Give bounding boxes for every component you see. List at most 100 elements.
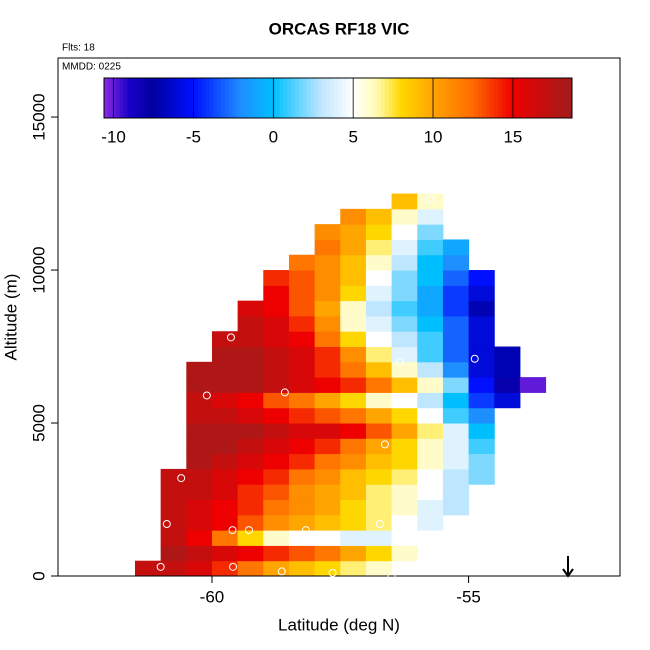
colorbar-swatch <box>232 78 238 118</box>
colorbar-swatch <box>568 78 573 118</box>
cell <box>160 468 187 485</box>
cell <box>391 315 418 332</box>
colorbar-swatch <box>431 78 436 118</box>
colorbar-swatch <box>380 78 386 118</box>
cell <box>391 254 418 271</box>
flight-point <box>244 526 253 535</box>
cell <box>494 377 521 393</box>
cell <box>314 300 341 317</box>
cell <box>288 300 316 317</box>
colorbar-frame <box>103 77 573 119</box>
cell <box>365 239 393 256</box>
colorbar-swatch <box>525 78 530 118</box>
arrow <box>562 556 574 578</box>
colorbar-swatch <box>104 78 109 118</box>
cell <box>211 453 239 470</box>
cell <box>314 224 341 240</box>
cell <box>211 377 239 393</box>
colorbar-swatch <box>427 78 433 118</box>
cell <box>391 270 418 286</box>
cell <box>391 484 418 501</box>
cell <box>186 545 213 562</box>
cell <box>391 545 418 562</box>
cell <box>365 208 393 225</box>
cell <box>186 468 213 485</box>
colorbar-swatch <box>474 78 479 118</box>
colorbar-swatch <box>544 78 550 118</box>
cell <box>417 423 444 439</box>
colorbar-swatch <box>377 78 382 118</box>
x-tick-label: -60 <box>200 587 225 606</box>
cell <box>468 438 495 455</box>
colorbar-swatch <box>517 78 522 118</box>
cell <box>442 270 470 286</box>
colorbar-swatch <box>295 78 300 118</box>
cell <box>314 514 341 531</box>
colorbar-swatch <box>135 78 140 118</box>
cell <box>442 331 470 348</box>
cell <box>417 468 444 485</box>
flight-point <box>470 354 479 363</box>
cell <box>340 315 367 332</box>
colorbar-swatch <box>197 78 202 118</box>
colorbar-swatch <box>252 78 257 118</box>
cell <box>340 530 367 546</box>
cell <box>288 285 316 302</box>
cell <box>160 530 187 546</box>
colorbar-swatch <box>533 78 538 118</box>
cell <box>442 468 470 485</box>
cell <box>211 499 239 516</box>
cell <box>340 224 367 240</box>
cell <box>442 346 470 363</box>
colorbar-swatch <box>263 78 269 118</box>
colorbar-swatch <box>205 78 210 118</box>
cell <box>365 270 393 286</box>
plot-frame <box>57 57 621 577</box>
colorbar-swatch <box>189 78 195 118</box>
colorbar-swatch <box>287 78 292 118</box>
cell <box>314 285 341 302</box>
cell <box>263 392 290 409</box>
colorbar-swatch <box>455 78 460 118</box>
cell <box>211 468 239 485</box>
cell <box>340 560 367 577</box>
cell <box>186 499 213 516</box>
cell <box>237 438 264 455</box>
cell <box>263 300 290 317</box>
y-tick-label: 15000 <box>29 93 48 140</box>
cell <box>263 499 290 516</box>
colorbar-tick-label: -10 <box>101 127 126 146</box>
colorbar-swatch <box>248 78 253 118</box>
colorbar-tick-label: 5 <box>348 127 357 146</box>
colorbar-swatch <box>548 78 553 118</box>
colorbar-swatch <box>521 78 526 118</box>
cell <box>340 423 367 439</box>
cell <box>237 377 264 393</box>
cell <box>340 254 367 271</box>
cell <box>468 468 495 485</box>
colorbar-swatch <box>119 78 124 118</box>
colorbar-swatch <box>439 78 444 118</box>
cell <box>365 392 393 409</box>
cell <box>237 514 264 531</box>
cell <box>417 239 444 256</box>
cell <box>237 392 264 409</box>
cell <box>288 254 316 271</box>
cell <box>442 315 470 332</box>
colorbar-swatch <box>256 78 261 118</box>
cell <box>263 331 290 348</box>
cell <box>288 530 316 546</box>
cell <box>314 331 341 348</box>
cell <box>391 407 418 424</box>
cell <box>391 377 418 393</box>
colorbar-swatch <box>443 78 448 118</box>
cell <box>288 331 316 348</box>
colorbar-swatch <box>306 78 312 118</box>
colorbar-swatch <box>423 78 429 118</box>
cell <box>365 331 393 348</box>
colorbar-tick-label: -5 <box>186 127 201 146</box>
colorbar-swatch <box>513 78 518 118</box>
cell <box>314 453 341 470</box>
colorbar-swatch <box>341 78 347 118</box>
cell <box>417 285 444 302</box>
